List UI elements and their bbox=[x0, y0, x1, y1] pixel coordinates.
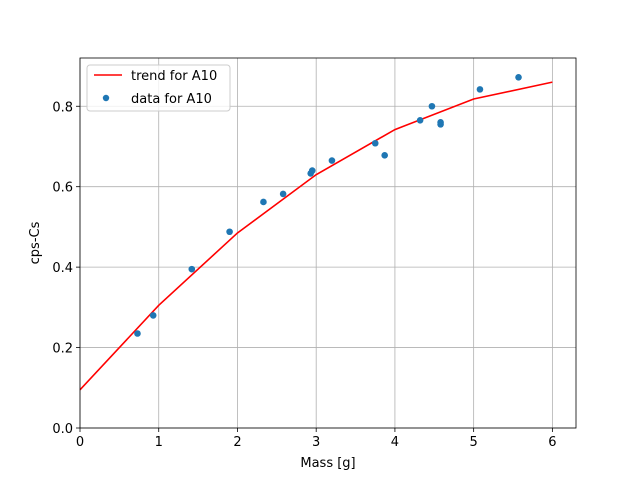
y-tick-label: 0.0 bbox=[52, 422, 73, 437]
data-point bbox=[381, 152, 388, 159]
data-point bbox=[476, 86, 484, 93]
axes-frame bbox=[79, 57, 577, 429]
legend-box bbox=[86, 64, 231, 112]
legend-label-trend: trend for A10 bbox=[131, 69, 217, 84]
data-point bbox=[226, 228, 233, 236]
y-tick-label: 0.6 bbox=[52, 181, 73, 196]
x-tick-label: 6 bbox=[548, 435, 556, 450]
data-point bbox=[134, 330, 141, 337]
x-tick-label: 3 bbox=[312, 435, 320, 450]
data-point bbox=[308, 167, 316, 174]
legend: trend for A10 data for A10 bbox=[86, 64, 231, 112]
data-point bbox=[428, 102, 436, 110]
x-tick-label: 0 bbox=[76, 435, 84, 450]
legend-label-data: data for A10 bbox=[131, 92, 212, 107]
x-axis-label: Mass [g] bbox=[300, 456, 355, 471]
data-point bbox=[437, 121, 444, 128]
plot-area bbox=[80, 58, 576, 428]
data-point bbox=[515, 74, 522, 81]
trend-line bbox=[79, 81, 553, 391]
x-tick-label: 1 bbox=[155, 435, 163, 450]
x-tick-label: 4 bbox=[391, 435, 399, 450]
x-tick-label: 2 bbox=[233, 435, 241, 450]
data-point bbox=[188, 265, 196, 273]
legend-marker-swatch bbox=[102, 94, 110, 102]
x-tick-label: 5 bbox=[470, 435, 478, 450]
data-point bbox=[279, 190, 287, 198]
y-tick-label: 0.8 bbox=[52, 100, 73, 115]
data-point bbox=[371, 139, 379, 147]
series-layer bbox=[79, 74, 553, 391]
data-point bbox=[416, 117, 424, 124]
ticks: 0 1 2 3 4 5 6 0.0 0.2 0.4 0.6 0.8 bbox=[52, 100, 556, 450]
y-axis-label: cps-Cs bbox=[28, 221, 43, 264]
data-point bbox=[260, 198, 267, 206]
y-tick-label: 0.2 bbox=[52, 342, 73, 357]
data-point bbox=[149, 312, 157, 319]
data-point bbox=[328, 157, 336, 164]
y-tick-label: 0.4 bbox=[52, 261, 73, 276]
